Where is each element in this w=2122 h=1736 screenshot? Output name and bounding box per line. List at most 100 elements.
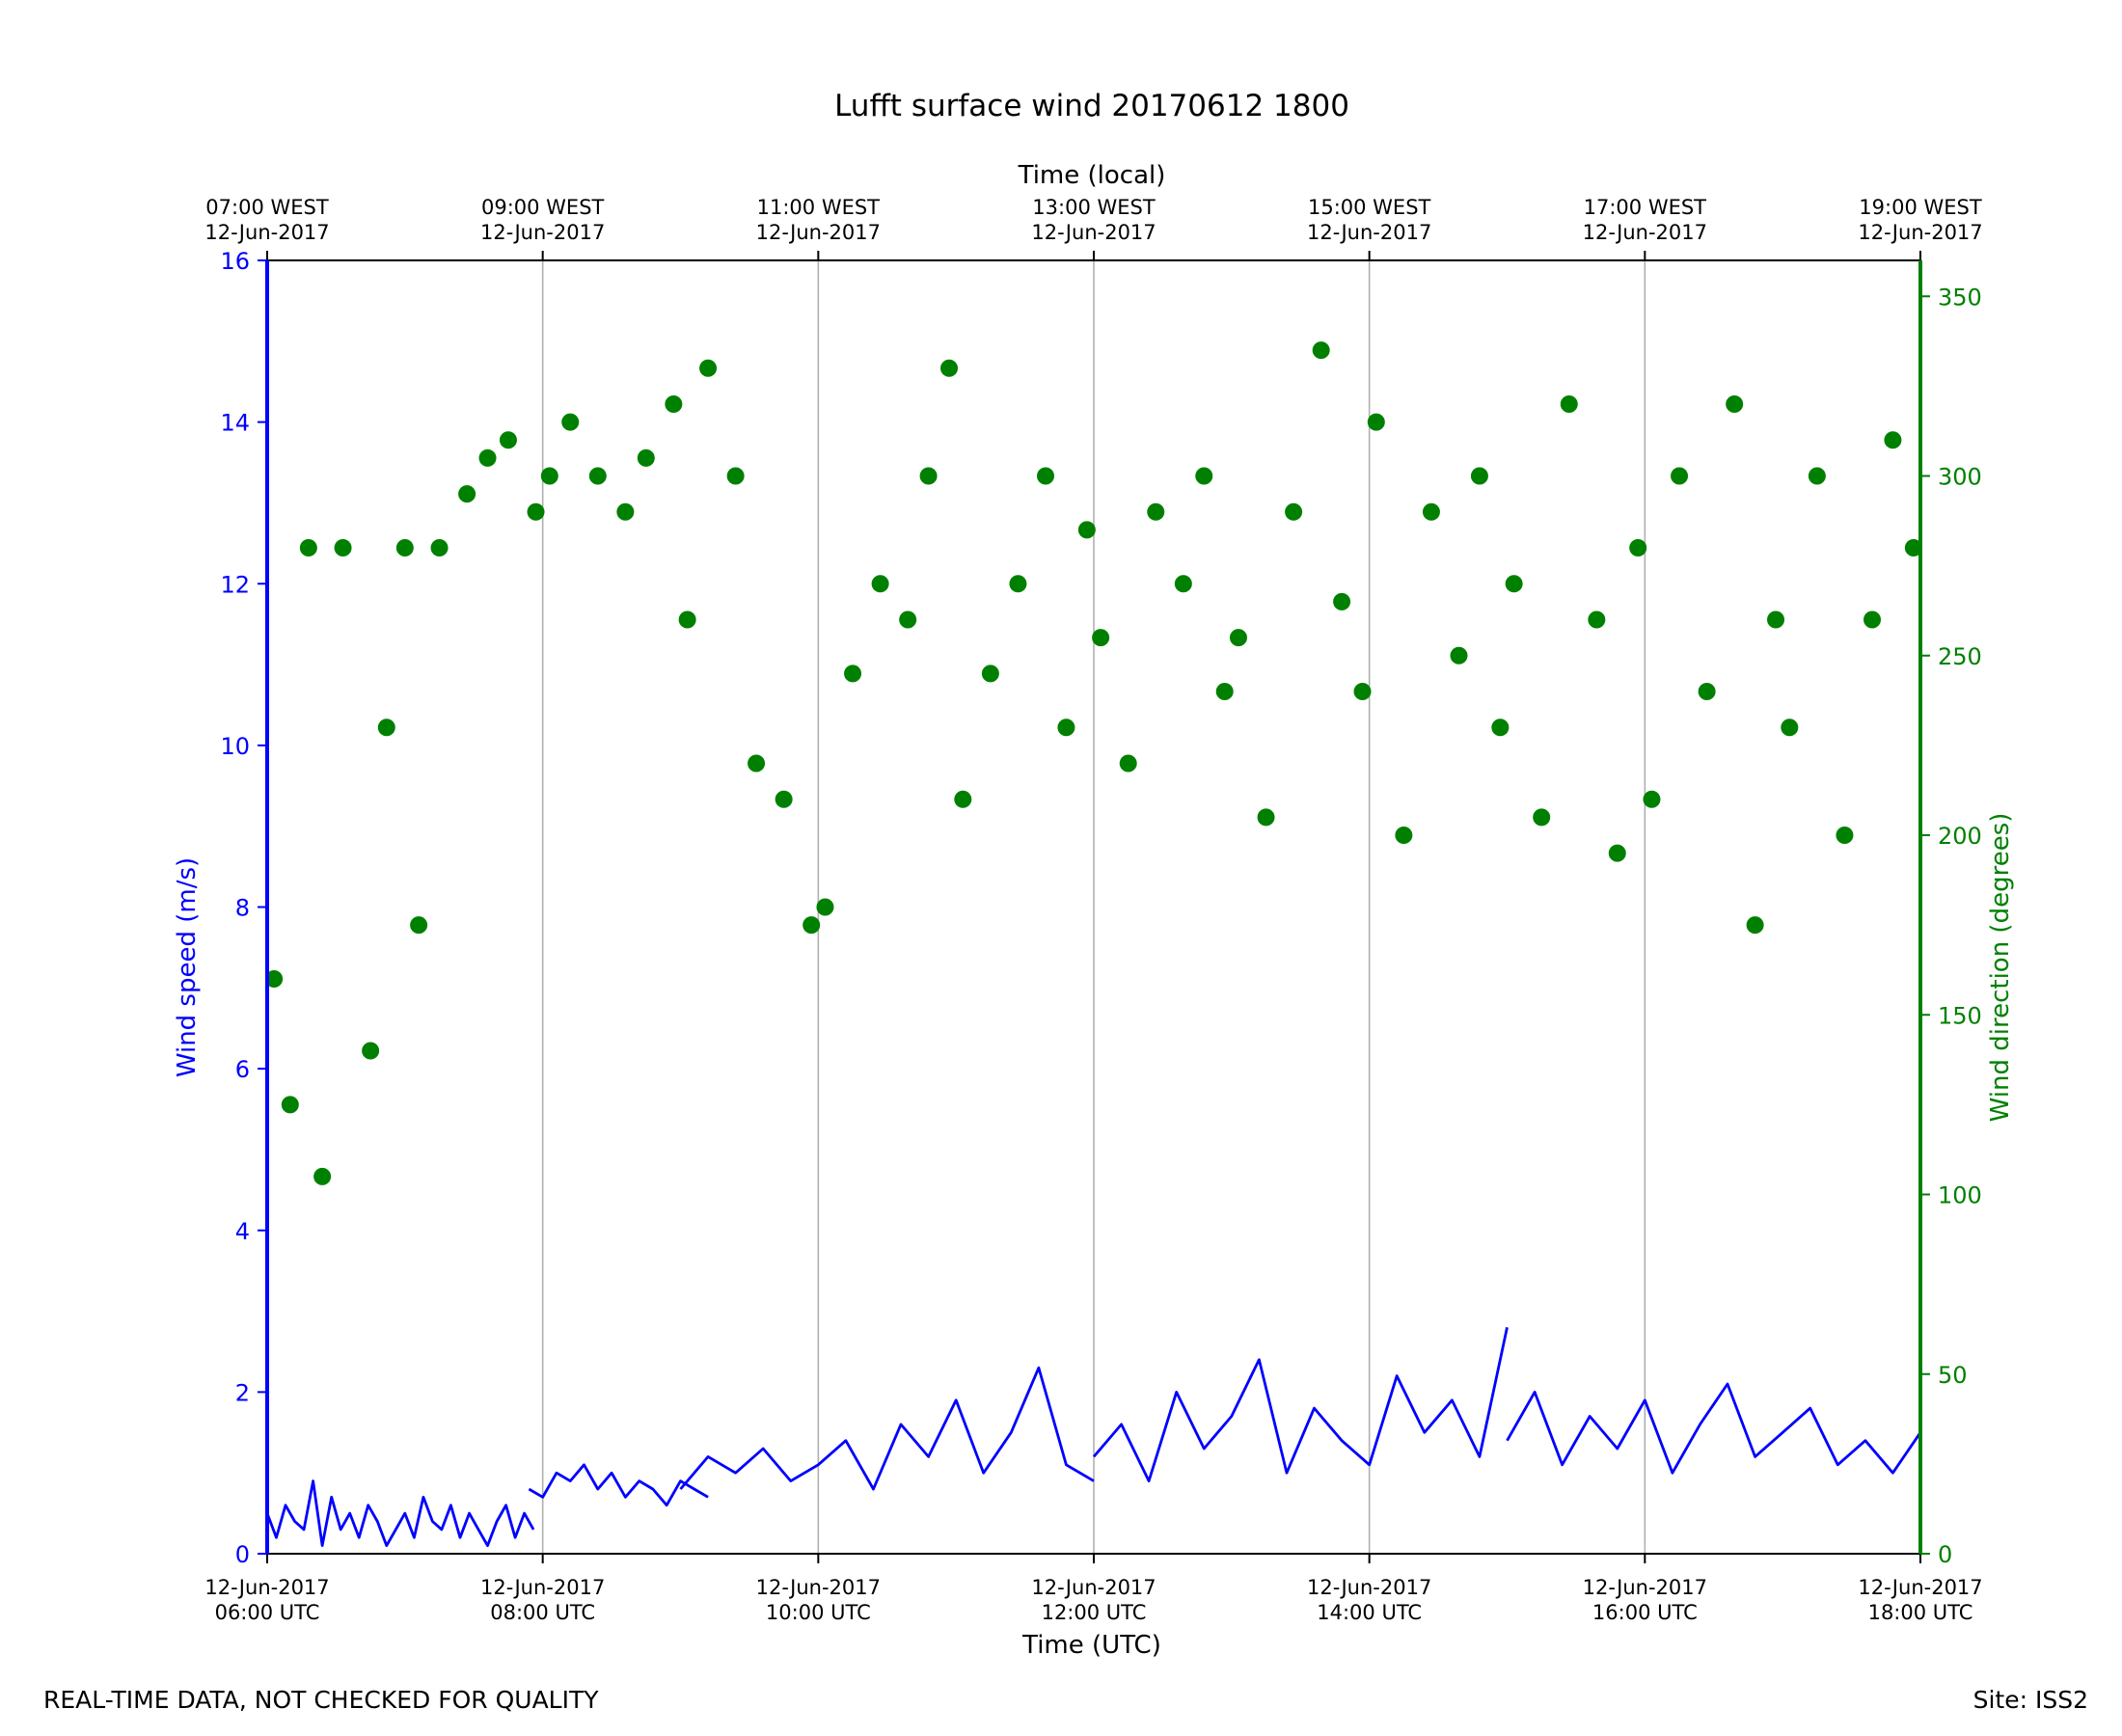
direction-point [981, 665, 999, 683]
y2-tick-label: 150 [1938, 1002, 1982, 1029]
x-tick-label-date: 12-Jun-2017 [756, 1576, 881, 1599]
direction-point [1836, 827, 1854, 844]
direction-point [1119, 754, 1137, 773]
direction-point [1808, 467, 1826, 485]
direction-point [1037, 467, 1055, 485]
x-tick-label-date: 12-Jun-2017 [1858, 1576, 1982, 1599]
speed-line-segment [1092, 1327, 1509, 1482]
x-tick-label-time: 16:00 UTC [1592, 1601, 1698, 1624]
direction-point [954, 790, 972, 808]
x2-tick-label-date: 12-Jun-2017 [204, 221, 329, 244]
y2-tick-label: 250 [1938, 643, 1982, 670]
direction-point [1353, 683, 1372, 700]
speed-line-segment [528, 1463, 709, 1507]
direction-point [1077, 521, 1096, 539]
x-tick-label-time: 08:00 UTC [490, 1601, 595, 1624]
direction-point [1643, 790, 1661, 808]
direction-point [1767, 610, 1785, 629]
direction-point [1147, 502, 1165, 521]
direction-point [377, 719, 395, 737]
direction-point [665, 395, 683, 413]
x2-tick-label-time: 19:00 WEST [1859, 196, 1982, 219]
direction-point [1195, 467, 1213, 485]
direction-point [1491, 719, 1510, 737]
left-axis-title: Wind speed (m/s) [173, 857, 202, 1077]
direction-point [458, 485, 476, 503]
direction-point [940, 359, 959, 377]
right-axis-title: Wind direction (degrees) [1986, 813, 2015, 1123]
direction-point [334, 539, 352, 556]
direction-point [1422, 502, 1440, 521]
y-tick-label: 14 [220, 410, 250, 437]
chart-title: Lufft surface wind 20170612 1800 [834, 89, 1349, 123]
x2-tick-label-time: 13:00 WEST [1032, 196, 1156, 219]
x-tick-label-time: 10:00 UTC [766, 1601, 871, 1624]
x-tick-label-time: 18:00 UTC [1868, 1601, 1973, 1624]
quality-disclaimer: REAL-TIME DATA, NOT CHECKED FOR QUALITY [43, 1686, 599, 1714]
direction-point [410, 916, 428, 935]
direction-point [1533, 808, 1551, 827]
direction-point [1285, 502, 1303, 521]
axes [258, 251, 1930, 1563]
x-tick-label-date: 12-Jun-2017 [1031, 1576, 1156, 1599]
y2-tick-label: 200 [1938, 823, 1982, 850]
direction-point [1215, 683, 1234, 700]
x2-tick-label-date: 12-Jun-2017 [1307, 221, 1431, 244]
x2-tick-label-time: 17:00 WEST [1584, 196, 1707, 219]
x-tick-label-time: 12:00 UTC [1042, 1601, 1147, 1624]
direction-point [1746, 916, 1764, 935]
direction-point [265, 970, 284, 988]
x2-tick-label-date: 12-Jun-2017 [1583, 221, 1707, 244]
x-tick-label-time: 14:00 UTC [1317, 1601, 1422, 1624]
direction-point [478, 448, 497, 467]
direction-point [616, 502, 635, 521]
direction-point [775, 790, 793, 808]
y-tick-label: 8 [235, 895, 250, 922]
direction-point [919, 467, 938, 485]
x2-tick-label-date: 12-Jun-2017 [480, 221, 605, 244]
x2-tick-label-time: 15:00 WEST [1308, 196, 1431, 219]
direction-point [1629, 539, 1647, 556]
x-tick-label-date: 12-Jun-2017 [1307, 1576, 1431, 1599]
speed-line-segment [679, 1366, 1095, 1491]
x2-tick-label-date: 12-Jun-2017 [1858, 221, 1982, 244]
speed-line-segment [265, 1479, 535, 1547]
direction-point [816, 898, 834, 916]
direction-point [1174, 575, 1192, 593]
y-tick-label: 16 [220, 248, 250, 275]
direction-point [871, 575, 889, 593]
x2-tick-label-time: 07:00 WEST [205, 196, 329, 219]
direction-point [1395, 827, 1413, 844]
direction-point [844, 665, 862, 683]
direction-point [1726, 395, 1744, 413]
grid-lines [541, 260, 1646, 1554]
wind-speed-series [265, 1327, 1922, 1547]
direction-point [637, 448, 655, 467]
direction-point [1092, 629, 1110, 647]
direction-point [748, 754, 766, 773]
direction-point [803, 916, 821, 935]
y-tick-label: 4 [235, 1218, 250, 1245]
direction-point [1312, 341, 1330, 360]
direction-point [1470, 467, 1488, 485]
direction-point [1884, 431, 1902, 449]
direction-point [1560, 395, 1578, 413]
direction-point [699, 359, 718, 377]
direction-point [313, 1167, 332, 1185]
x-tick-label-date: 12-Jun-2017 [204, 1576, 329, 1599]
direction-point [1229, 629, 1247, 647]
direction-point [1505, 575, 1523, 593]
direction-point [1009, 575, 1027, 593]
direction-point [540, 467, 558, 485]
direction-point [1057, 719, 1075, 737]
direction-point [1257, 808, 1275, 827]
direction-point [1608, 844, 1626, 862]
y-tick-label: 2 [235, 1379, 250, 1406]
direction-point [1367, 413, 1385, 431]
x2-tick-label-time: 11:00 WEST [757, 196, 881, 219]
direction-point [299, 539, 317, 556]
wind-direction-series [265, 341, 1922, 1185]
x-tick-label-date: 12-Jun-2017 [1583, 1576, 1707, 1599]
